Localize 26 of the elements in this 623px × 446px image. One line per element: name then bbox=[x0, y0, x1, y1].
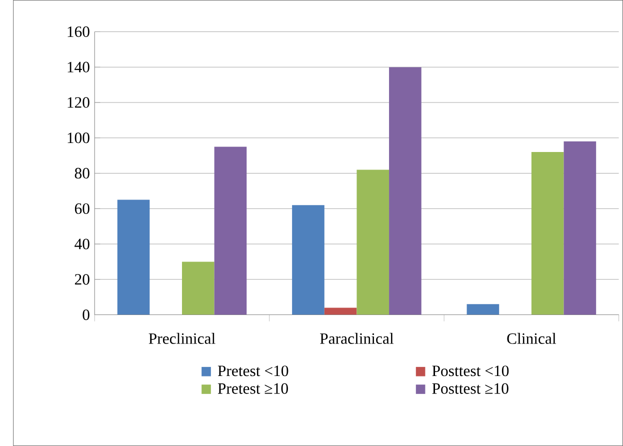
y-tick-label: 120 bbox=[68, 97, 90, 108]
bar bbox=[531, 152, 564, 315]
x-tick-label: Preclinical bbox=[148, 332, 216, 344]
bar bbox=[214, 146, 247, 315]
bar bbox=[292, 205, 324, 315]
y-tick-label: 80 bbox=[74, 168, 90, 179]
bar bbox=[182, 262, 214, 315]
bar bbox=[564, 141, 596, 315]
y-tick-label: 60 bbox=[74, 203, 90, 214]
x-tick-label: Clinical bbox=[507, 332, 556, 344]
legend-label: Pretest ≥10 bbox=[218, 383, 288, 394]
y-tick-label: 100 bbox=[68, 132, 90, 144]
bar bbox=[356, 170, 390, 315]
legend-label: Posttest <10 bbox=[432, 366, 509, 376]
bar bbox=[324, 308, 357, 315]
y-tick-label: 140 bbox=[68, 62, 90, 72]
x-tick-label: Paraclinical bbox=[320, 332, 394, 344]
y-tick-label: 160 bbox=[68, 26, 90, 37]
legend-label: Posttest ≥10 bbox=[432, 383, 508, 394]
bar bbox=[117, 200, 150, 315]
y-tick-label: 40 bbox=[74, 238, 90, 250]
y-tick-label: 20 bbox=[74, 274, 90, 285]
bar bbox=[389, 67, 422, 315]
legend-label: Pretest <10 bbox=[218, 366, 288, 376]
bar bbox=[466, 304, 500, 315]
y-tick-label: 0 bbox=[82, 309, 90, 320]
